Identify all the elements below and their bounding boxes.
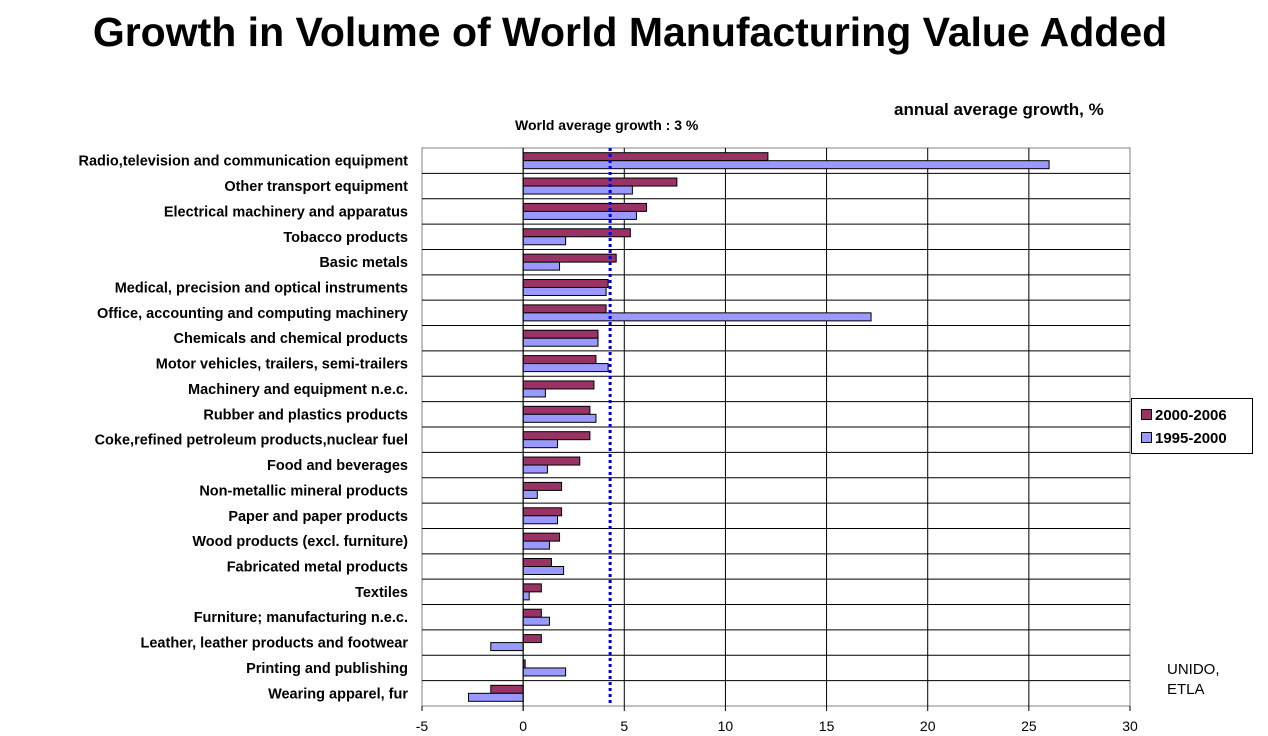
category-label: Paper and paper products [228, 509, 408, 525]
x-tick-label: 30 [1122, 718, 1138, 734]
bar-20002006 [522, 431, 591, 441]
bar-19952000 [522, 464, 548, 474]
bar-20002006 [522, 634, 542, 644]
legend-item-series-1: 2000-2006 [1141, 407, 1227, 425]
bar-19952000 [522, 210, 637, 220]
legend-item-series-2: 1995-2000 [1141, 430, 1227, 448]
bar-20002006 [522, 608, 542, 618]
category-label: Wood products (excl. furniture) [192, 534, 408, 550]
legend: 2000-2006 1995-2000 [1131, 398, 1253, 454]
bar-20002006 [522, 329, 599, 339]
bar-20002006 [522, 253, 617, 263]
bar-19952000 [522, 591, 530, 601]
bar-20002006 [522, 228, 631, 238]
category-label: Coke,refined petroleum products,nuclear … [95, 433, 408, 449]
bar-20002006 [522, 481, 563, 491]
bar-20002006 [490, 684, 524, 694]
bar-19952000 [522, 160, 1050, 170]
category-label: Textiles [355, 585, 408, 601]
bar-19952000 [522, 667, 567, 677]
bar-19952000 [522, 413, 597, 423]
bar-20002006 [522, 507, 563, 517]
category-label: Motor vehicles, trailers, semi-trailers [156, 357, 408, 373]
bar-19952000 [522, 566, 565, 575]
x-tick-label: -5 [416, 718, 429, 734]
bar-20002006 [522, 202, 648, 212]
bar-19952000 [522, 515, 559, 525]
category-label: Rubber and plastics products [203, 407, 408, 423]
x-tick-label: 25 [1021, 718, 1037, 734]
category-label: Chemicals and chemical products [174, 331, 409, 347]
bar-19952000 [522, 312, 872, 322]
category-label: Leather, leather products and footwear [141, 636, 409, 652]
category-label: Electrical machinery and apparatus [164, 204, 408, 220]
chart-title: Growth in Volume of World Manufacturing … [92, 9, 1168, 55]
bar-19952000 [522, 388, 546, 398]
bar-20002006 [522, 304, 607, 314]
bar-19952000 [490, 642, 524, 652]
category-label: Medical, precision and optical instrumen… [115, 281, 408, 297]
x-tick-label: 20 [920, 718, 936, 734]
category-label: Other transport equipment [224, 179, 408, 195]
legend-swatch-series-1 [1141, 409, 1152, 420]
category-label: Basic metals [319, 255, 408, 271]
bar-19952000 [522, 616, 550, 626]
bar-20002006 [522, 456, 581, 466]
category-label: Machinery and equipment n.e.c. [188, 382, 408, 398]
category-label: Food and beverages [267, 458, 408, 474]
category-label: Radio,television and communication equip… [78, 154, 408, 170]
bar-19952000 [522, 439, 559, 449]
category-label: Non-metallic mineral products [199, 483, 408, 499]
world-average-note: World average growth : 3 % [515, 117, 699, 133]
source-note: UNIDO, ETLA [1167, 660, 1220, 700]
chart-subtitle: annual average growth, % [894, 100, 1104, 119]
bar-20002006 [522, 355, 597, 365]
bar-20002006 [522, 405, 591, 415]
category-label: Office, accounting and computing machine… [97, 306, 408, 322]
x-tick-label: 0 [519, 718, 527, 734]
x-tick-label: 15 [819, 718, 835, 734]
bar-19952000 [522, 261, 561, 271]
x-tick-label: 10 [718, 718, 734, 734]
bar-19952000 [522, 287, 607, 296]
bar-19952000 [522, 540, 550, 550]
bar-19952000 [522, 236, 567, 246]
bar-20002006 [522, 279, 609, 288]
bar-20002006 [522, 177, 678, 187]
bar-19952000 [522, 185, 633, 195]
category-label: Tobacco products [283, 230, 408, 246]
bar-20002006 [522, 558, 552, 567]
bar-20002006 [522, 583, 542, 593]
bar-19952000 [522, 363, 609, 373]
bar-20002006 [522, 152, 769, 162]
bar-19952000 [522, 489, 538, 499]
source-line-1: UNIDO, [1167, 661, 1220, 678]
category-label: Fabricated metal products [227, 560, 408, 576]
x-tick-label: 5 [620, 718, 628, 734]
category-label: Wearing apparel, fur [268, 686, 408, 702]
bar-19952000 [522, 337, 599, 347]
bar-20002006 [522, 380, 595, 390]
legend-label-series-2: 1995-2000 [1155, 430, 1227, 447]
legend-swatch-series-2 [1141, 432, 1152, 443]
category-label: Furniture; manufacturing n.e.c. [194, 610, 408, 626]
bar-20002006 [522, 532, 561, 542]
bar-19952000 [468, 692, 524, 702]
legend-label-series-1: 2000-2006 [1155, 407, 1227, 424]
source-line-2: ETLA [1167, 681, 1205, 698]
category-label: Printing and publishing [246, 661, 408, 677]
